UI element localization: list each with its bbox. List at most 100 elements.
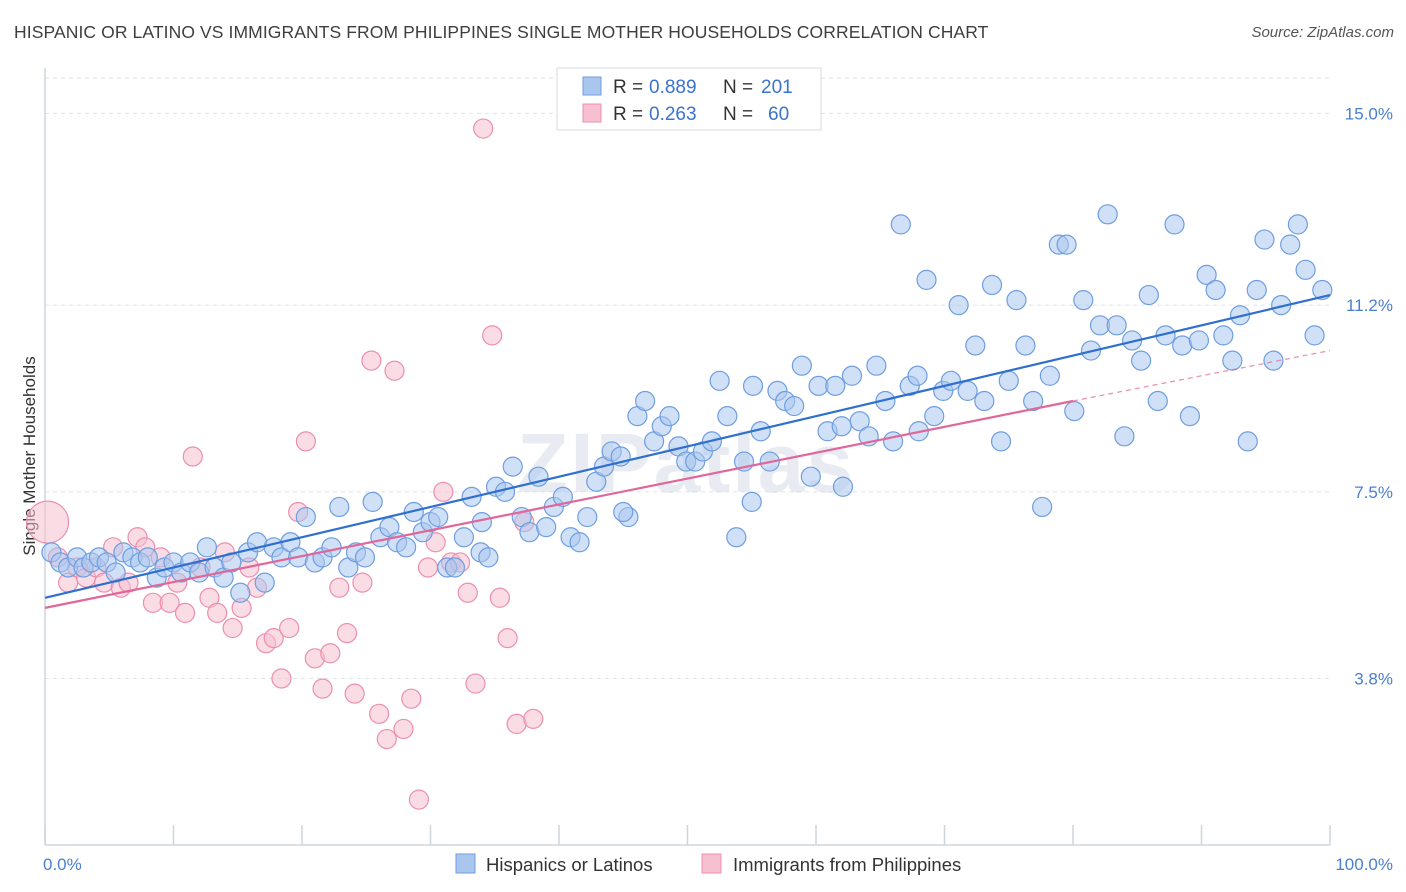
hispanics-point-38 xyxy=(354,547,376,568)
legend-swatch-blue xyxy=(582,76,602,96)
legend-n-label-2: N = xyxy=(723,104,753,125)
trend-lines xyxy=(44,293,1331,609)
hispanics-point-12 xyxy=(137,547,158,568)
hispanics-point-140 xyxy=(1196,264,1217,285)
hispanics-point-120 xyxy=(1032,496,1053,518)
philippines-point-43 xyxy=(393,718,414,740)
source-label: Source: ZipAtlas.com xyxy=(1251,24,1394,41)
legend-n-value-1: 201 xyxy=(761,77,793,98)
philippines-point-39 xyxy=(361,350,382,371)
legend-swatch-pink xyxy=(582,103,602,123)
philippines-point-20 xyxy=(207,602,228,624)
hispanics-point-133 xyxy=(1138,284,1159,306)
hispanics-point-152 xyxy=(1295,259,1316,280)
philippines-point-56 xyxy=(497,628,518,649)
philippines-point-51 xyxy=(457,582,478,603)
hispanics-point-49 xyxy=(444,557,466,578)
philippines-point-44 xyxy=(401,688,422,709)
legend-n-value-2: 60 xyxy=(768,104,789,125)
philippines-point-36 xyxy=(336,622,358,644)
hispanics-point-96 xyxy=(832,476,854,497)
hispanics-point-111 xyxy=(957,380,978,402)
series-legend-swatch-pink xyxy=(701,853,722,874)
philippines-point-45 xyxy=(408,789,430,810)
hispanics-point-118 xyxy=(1015,335,1036,356)
philippines-point-17 xyxy=(182,446,203,467)
hispanics-point-106 xyxy=(916,269,937,291)
hispanics-point-157 xyxy=(741,491,762,513)
philippines-point-28 xyxy=(271,668,292,689)
trend-philippines xyxy=(44,399,1074,609)
philippines-point-57 xyxy=(506,713,527,735)
stats-legend: R = 0.889 N = 201 R = 0.263 N = 60 xyxy=(556,67,822,131)
hispanics-point-134 xyxy=(1147,390,1168,412)
hispanics-point-23 xyxy=(230,582,251,603)
hispanics-point-85 xyxy=(742,375,764,396)
hispanics-point-145 xyxy=(1237,431,1258,452)
hispanics-point-128 xyxy=(1097,204,1118,225)
hispanics-point-56 xyxy=(502,456,523,477)
hispanics-point-156 xyxy=(613,501,634,523)
hispanics-point-58 xyxy=(519,522,540,543)
hispanics-point-53 xyxy=(478,547,499,568)
philippines-point-41 xyxy=(376,728,397,750)
series-legend-swatch-blue xyxy=(455,853,476,874)
hispanics-point-158 xyxy=(831,416,852,437)
hispanics-point-129 xyxy=(1106,315,1127,336)
hispanics-point-109 xyxy=(940,370,962,391)
x-tick-label-min: 0.0% xyxy=(43,855,82,874)
trend-philippines-dashed xyxy=(1072,349,1331,402)
hispanics-point-83 xyxy=(726,527,747,548)
hispanics-point-103 xyxy=(890,214,911,235)
hispanics-point-19 xyxy=(196,537,218,558)
hispanics-point-107 xyxy=(924,406,945,427)
hispanics-point-102 xyxy=(882,431,904,452)
hispanics-point-47 xyxy=(428,506,449,528)
philippines-point-54 xyxy=(482,325,503,346)
hispanics-point-121 xyxy=(1039,365,1060,386)
hispanics-point-132 xyxy=(1131,350,1152,371)
philippines-point-31 xyxy=(295,431,316,452)
philippines-point-35 xyxy=(329,577,350,598)
legend-r-value-2: 0.263 xyxy=(649,104,697,125)
hispanics-point-110 xyxy=(948,295,969,316)
philippines-point-53 xyxy=(473,118,494,139)
hispanics-point-142 xyxy=(1213,325,1234,346)
y-tick-label-2: 11.2% xyxy=(1346,296,1393,315)
y-tick-label-3: 15.0% xyxy=(1345,104,1393,123)
hispanics-point-139 xyxy=(1188,330,1210,351)
hispanics-point-143 xyxy=(1222,350,1243,371)
hispanics-point-72 xyxy=(634,390,656,412)
hispanics-point-43 xyxy=(395,537,417,558)
legend-n-label-1: N = xyxy=(723,77,753,98)
philippines-point-59 xyxy=(523,708,544,729)
hispanics-point-92 xyxy=(800,466,821,487)
hispanics-point-153 xyxy=(1304,325,1325,346)
hispanics-point-124 xyxy=(1064,400,1085,422)
hispanics-point-97 xyxy=(841,365,863,386)
hispanics-point-112 xyxy=(965,335,986,356)
hispanics-point-147 xyxy=(1254,229,1275,250)
hispanics-point-119 xyxy=(1023,390,1044,412)
hispanics-point-115 xyxy=(990,431,1012,452)
hispanics-point-50 xyxy=(453,527,475,548)
series-hispanics-points xyxy=(41,204,1333,603)
philippines-point-22 xyxy=(222,617,243,639)
series-legend-label-hispanics: Hispanics or Latinos xyxy=(486,854,653,875)
hispanics-point-125 xyxy=(1073,289,1094,311)
hispanics-point-95 xyxy=(825,375,846,396)
hispanics-point-148 xyxy=(1263,350,1284,371)
philippines-point-46 xyxy=(417,557,439,578)
x-tick-label-max: 100.0% xyxy=(1335,855,1393,874)
hispanics-point-100 xyxy=(866,355,887,376)
series-immigrants-philippines-points xyxy=(25,118,544,810)
y-tick-label-1: 7.5% xyxy=(1354,483,1393,502)
hispanics-point-138 xyxy=(1179,406,1201,427)
philippines-point-52 xyxy=(465,673,486,694)
hispanics-point-137 xyxy=(1172,335,1193,356)
philippines-point-33 xyxy=(312,678,333,699)
hispanics-point-151 xyxy=(1287,214,1308,235)
y-tick-label-0: 3.8% xyxy=(1354,670,1393,689)
philippines-point-0 xyxy=(25,500,70,544)
